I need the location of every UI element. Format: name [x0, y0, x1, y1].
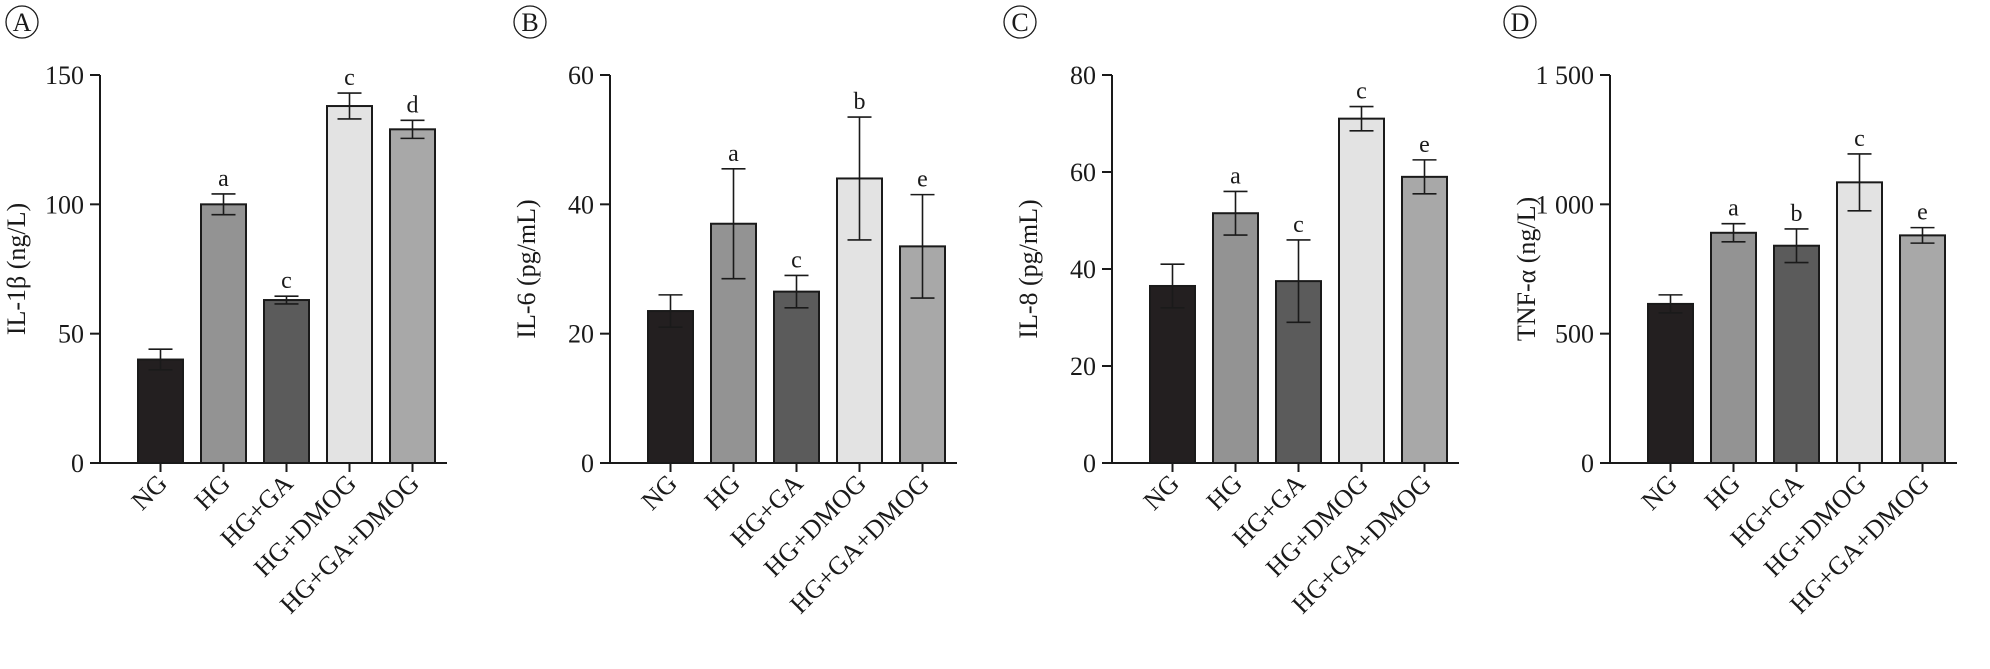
significance-label: c: [1854, 126, 1865, 152]
y-tick-label: 100: [45, 190, 84, 219]
y-tick-label: 1 500: [1536, 61, 1595, 90]
y-axis-title: IL-6 (pg/mL): [512, 199, 541, 338]
bar-ng: [647, 310, 694, 464]
bar-ng: [137, 358, 184, 464]
bar-hg-ga-dmog: [389, 128, 436, 464]
x-tick-label: NG: [1138, 469, 1185, 516]
panel-letter-circle: [1503, 5, 1537, 39]
y-tick-label: 500: [1555, 320, 1594, 349]
significance-label: d: [407, 92, 419, 118]
x-tick-label: HG: [1699, 469, 1746, 516]
bar-hg-ga: [263, 299, 310, 465]
significance-label: c: [281, 268, 292, 294]
bar-hg-ga: [773, 290, 820, 464]
bar-hg-dmog: [1836, 181, 1883, 464]
y-axis-title: IL-1β (ng/L): [2, 203, 31, 335]
x-tick-label: HG: [699, 469, 746, 516]
bar-hg-ga-dmog: [1401, 175, 1448, 464]
significance-label: e: [1917, 200, 1928, 226]
y-axis-title: IL-8 (pg/mL): [1014, 199, 1043, 338]
x-tick-label: NG: [636, 469, 683, 516]
bar-hg: [1710, 231, 1757, 464]
y-tick-label: 0: [71, 449, 84, 478]
significance-label: c: [1293, 212, 1304, 238]
y-tick-label: 60: [1070, 158, 1096, 187]
y-tick-label: 0: [581, 449, 594, 478]
significance-label: c: [1356, 79, 1367, 105]
x-tick-label: NG: [1636, 469, 1683, 516]
significance-label: a: [728, 141, 739, 167]
significance-label: e: [1419, 132, 1430, 158]
bar-hg-dmog: [326, 105, 373, 464]
panel-letter-circle: [1003, 5, 1037, 39]
y-tick-label: 150: [45, 61, 84, 90]
significance-label: b: [1791, 201, 1803, 227]
bar-hg-ga: [1773, 244, 1820, 464]
y-tick-label: 80: [1070, 61, 1096, 90]
y-tick-label: 20: [568, 320, 594, 349]
y-tick-label: 50: [58, 320, 84, 349]
significance-label: b: [854, 89, 866, 115]
y-tick-label: 40: [1070, 255, 1096, 284]
panel-letter: C: [1011, 8, 1028, 37]
y-tick-label: 60: [568, 61, 594, 90]
bar-hg: [1212, 212, 1259, 464]
significance-label: a: [1230, 163, 1241, 189]
x-tick-label: HG: [189, 469, 236, 516]
bar-ng: [1647, 302, 1694, 465]
panel-letter: D: [1511, 8, 1530, 37]
bar-hg-ga-dmog: [1899, 234, 1946, 464]
significance-label: a: [1728, 196, 1739, 222]
bar-hg-dmog: [1338, 117, 1385, 465]
significance-label: c: [344, 65, 355, 91]
y-tick-label: 40: [568, 190, 594, 219]
y-axis-title: TNF-α (ng/L): [1512, 197, 1541, 341]
y-tick-label: 1 000: [1536, 190, 1595, 219]
y-tick-label: 20: [1070, 352, 1096, 381]
panel-letter-circle: [5, 5, 39, 39]
significance-label: e: [917, 167, 928, 193]
bar-ng: [1149, 284, 1196, 464]
y-tick-label: 0: [1083, 449, 1096, 478]
y-tick-label: 0: [1581, 449, 1594, 478]
bar-hg: [200, 203, 247, 464]
panel-letter: A: [13, 8, 32, 37]
x-tick-label: HG: [1201, 469, 1248, 516]
significance-label: c: [791, 247, 802, 273]
x-tick-label: NG: [126, 469, 173, 516]
panel-letter-circle: [513, 5, 547, 39]
panel-letter: B: [521, 8, 538, 37]
significance-label: a: [218, 166, 229, 192]
